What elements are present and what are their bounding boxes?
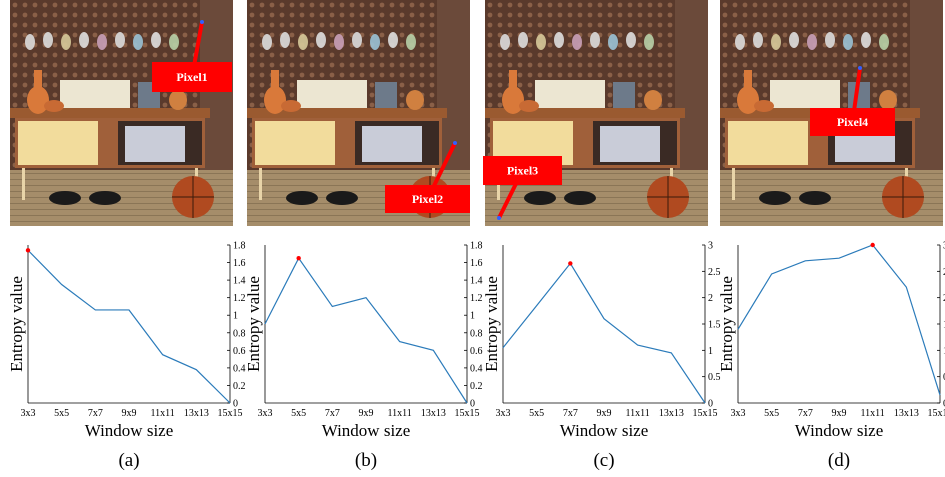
y-tick-label: 1.8 — [233, 241, 246, 252]
caption: (c) — [593, 450, 614, 471]
y-tick-label: 1 — [708, 346, 713, 357]
pixel-dot — [858, 66, 862, 70]
x-tick-label: 15x15 — [218, 408, 243, 419]
x-tick-label: 9x9 — [597, 408, 612, 419]
panel: Pixel400.511.522.533x35x57x79x911x1113x1… — [717, 0, 945, 471]
scene-photo — [485, 0, 708, 226]
data-line — [738, 245, 940, 395]
x-tick-label: 13x13 — [421, 408, 446, 419]
x-tick-label: 5x5 — [54, 408, 69, 419]
x-axis-label: Window size — [322, 421, 411, 440]
annotation-label: Pixel2 — [412, 192, 443, 206]
y-axis-label: Entropy value — [482, 276, 501, 372]
x-tick-label: 3x3 — [496, 408, 511, 419]
x-tick-label: 3x3 — [731, 408, 746, 419]
x-tick-label: 7x7 — [325, 408, 340, 419]
peak-marker — [870, 243, 874, 247]
x-tick-label: 5x5 — [764, 408, 779, 419]
data-line — [503, 263, 705, 403]
y-tick-label: 1 — [470, 311, 475, 322]
y-tick-label: 0.8 — [470, 328, 483, 339]
y-tick-label: 3 — [708, 241, 713, 252]
y-tick-label: 2 — [708, 293, 713, 304]
caption: (b) — [355, 450, 377, 471]
x-tick-label: 9x9 — [832, 408, 847, 419]
x-tick-label: 15x15 — [455, 408, 480, 419]
y-axis-label: Entropy value — [244, 276, 263, 372]
y-axis-label: Entropy value — [717, 276, 736, 372]
y-tick-label: 1.6 — [470, 258, 483, 269]
x-tick-label: 9x9 — [122, 408, 137, 419]
peak-marker — [296, 256, 300, 260]
x-tick-label: 9x9 — [359, 408, 374, 419]
x-axis-label: Window size — [85, 421, 174, 440]
caption: (d) — [828, 450, 850, 471]
y-tick-label: 0.5 — [708, 372, 721, 383]
y-axis-label: Entropy value — [7, 276, 26, 372]
y-tick-label: 1.4 — [470, 276, 483, 287]
x-tick-label: 13x13 — [894, 408, 919, 419]
x-tick-label: 13x13 — [659, 408, 684, 419]
y-tick-label: 1.8 — [470, 241, 483, 252]
x-tick-label: 11x11 — [626, 408, 650, 419]
y-tick-label: 1 — [233, 311, 238, 322]
x-tick-label: 11x11 — [388, 408, 412, 419]
y-tick-label: 0.6 — [470, 346, 483, 357]
x-tick-label: 5x5 — [529, 408, 544, 419]
pixel-dot — [453, 141, 457, 145]
annotation-label: Pixel3 — [507, 164, 538, 178]
x-tick-label: 13x13 — [184, 408, 209, 419]
caption: (a) — [118, 450, 139, 471]
x-tick-label: 15x15 — [928, 408, 945, 419]
y-tick-label: 0.4 — [470, 363, 483, 374]
x-tick-label: 7x7 — [798, 408, 813, 419]
x-tick-label: 3x3 — [21, 408, 36, 419]
peak-marker — [568, 261, 572, 265]
data-line — [28, 250, 230, 403]
x-tick-label: 7x7 — [563, 408, 578, 419]
y-tick-label: 0.2 — [233, 381, 246, 392]
x-axis-label: Window size — [560, 421, 649, 440]
x-tick-label: 5x5 — [291, 408, 306, 419]
annotation-label: Pixel4 — [837, 115, 868, 129]
y-tick-label: 0.2 — [470, 381, 483, 392]
x-tick-label: 7x7 — [88, 408, 103, 419]
x-tick-label: 11x11 — [861, 408, 885, 419]
pixel-dot — [200, 20, 204, 24]
annotation-label: Pixel1 — [176, 70, 207, 84]
data-line — [265, 258, 467, 403]
peak-marker — [26, 248, 30, 252]
figure: Pixel100.20.40.60.811.21.41.61.83x35x57x… — [0, 0, 945, 477]
y-tick-label: 1.6 — [233, 258, 246, 269]
pixel-dot — [497, 216, 501, 220]
y-tick-label: 1.2 — [470, 293, 483, 304]
x-tick-label: 3x3 — [258, 408, 273, 419]
x-tick-label: 11x11 — [151, 408, 175, 419]
x-axis-label: Window size — [795, 421, 884, 440]
x-tick-label: 15x15 — [693, 408, 718, 419]
